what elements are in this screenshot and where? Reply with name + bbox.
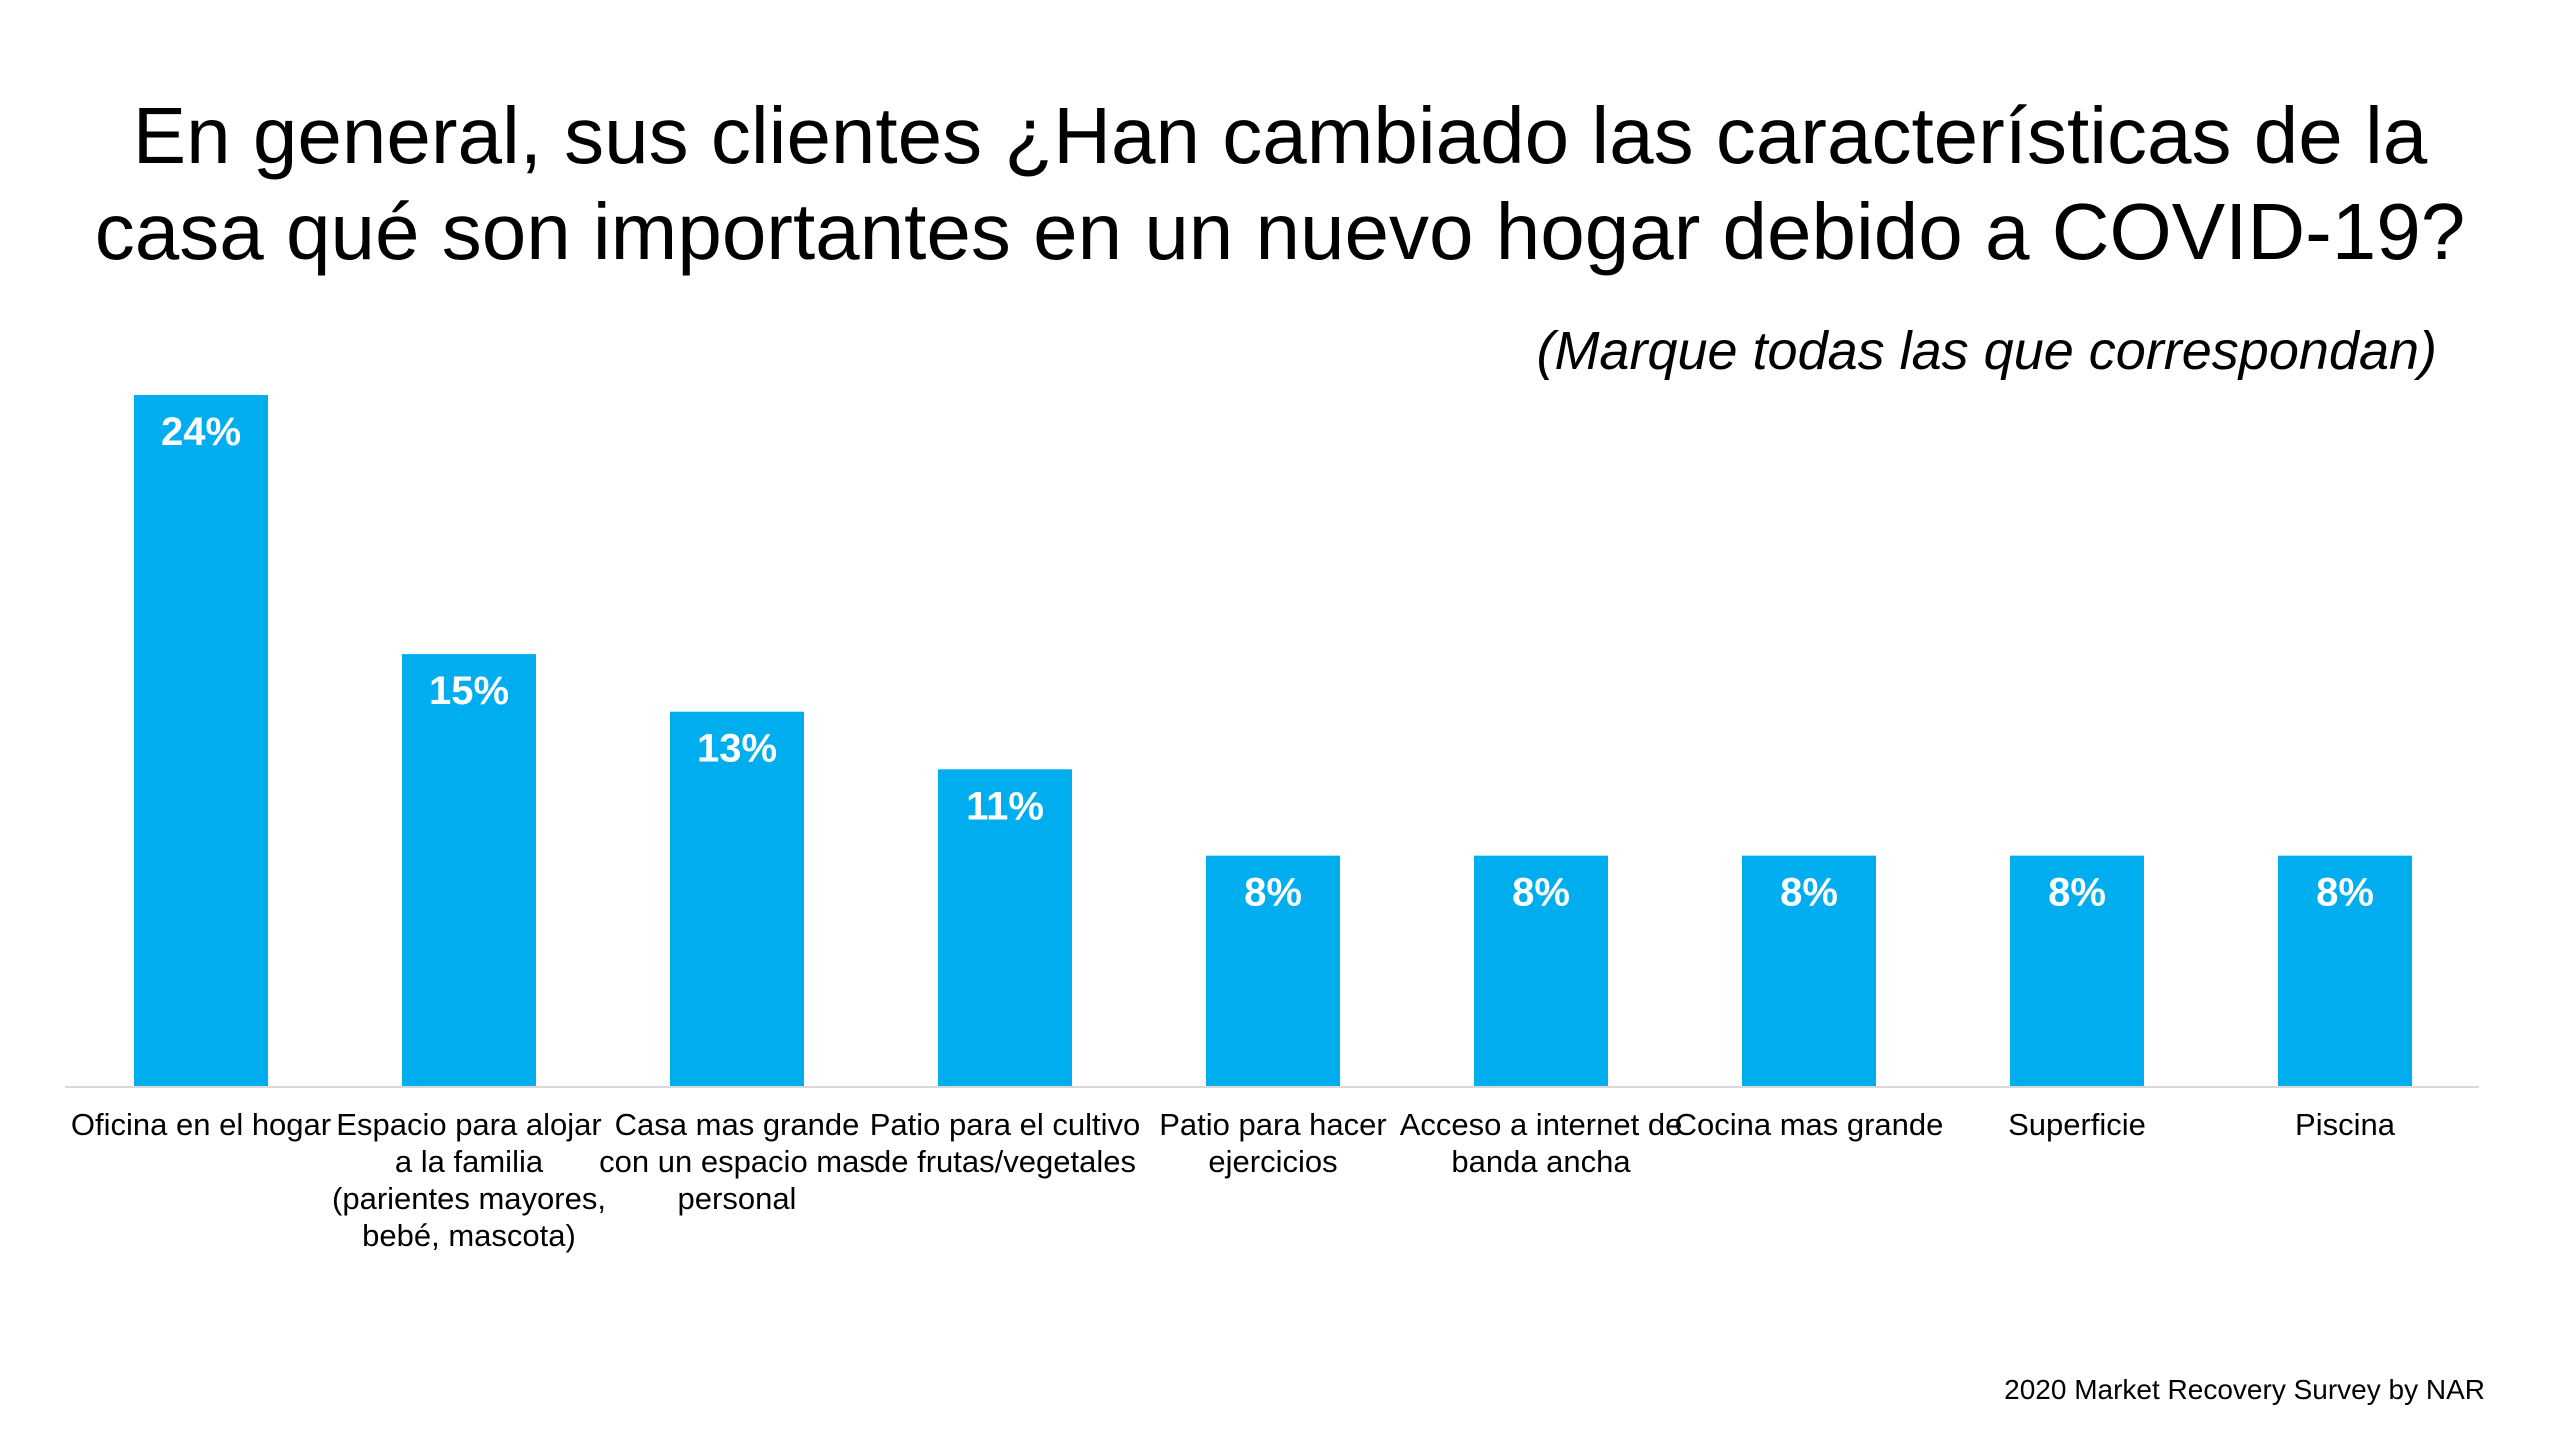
bar: [134, 395, 268, 1086]
bar: [2010, 855, 2144, 1086]
bar: [1742, 855, 1876, 1086]
bar: [1474, 855, 1608, 1086]
category-label: Patio para el cultivo de frutas/vegetale…: [869, 1107, 1141, 1179]
category-label: Espacio para alojar a la familia (parien…: [332, 1107, 606, 1253]
chart-subtitle: (Marque todas las que correspondan): [1536, 321, 2437, 381]
data-label: 8%: [2048, 871, 2106, 915]
bar: [1206, 855, 1340, 1086]
data-label: 11%: [966, 784, 1044, 828]
category-label: Superficie: [2008, 1107, 2146, 1142]
category-label: Oficina en el hogar: [70, 1107, 332, 1142]
data-label: 8%: [1512, 871, 1570, 915]
category-label: Acceso a internet de banda ancha: [1399, 1107, 1683, 1179]
category-label: Piscina: [2295, 1107, 2395, 1142]
category-label: Cocina mas grande: [1674, 1107, 1944, 1142]
source-footer: 2020 Market Recovery Survey by NAR: [2004, 1374, 2485, 1405]
title-line-2: casa qué son importantes en un nuevo hog…: [94, 187, 2466, 276]
data-label: 8%: [1780, 871, 1838, 915]
data-label: 13%: [697, 727, 777, 771]
data-label: 15%: [429, 669, 509, 713]
category-label: Patio para hacer ejercicios: [1159, 1107, 1387, 1179]
category-label: Casa mas grande con un espacio mas perso…: [599, 1107, 875, 1216]
data-label: 24%: [161, 410, 241, 454]
bar: [938, 769, 1072, 1086]
title-line-1: En general, sus clientes ¿Han cambiado l…: [132, 91, 2428, 180]
chart-title: En general, sus clientes ¿Han cambiado l…: [0, 88, 2560, 280]
bar: [2278, 855, 2412, 1086]
bar: [670, 711, 804, 1086]
data-label: 8%: [2316, 871, 2374, 915]
bar: [402, 654, 536, 1086]
data-label: 8%: [1244, 871, 1302, 915]
